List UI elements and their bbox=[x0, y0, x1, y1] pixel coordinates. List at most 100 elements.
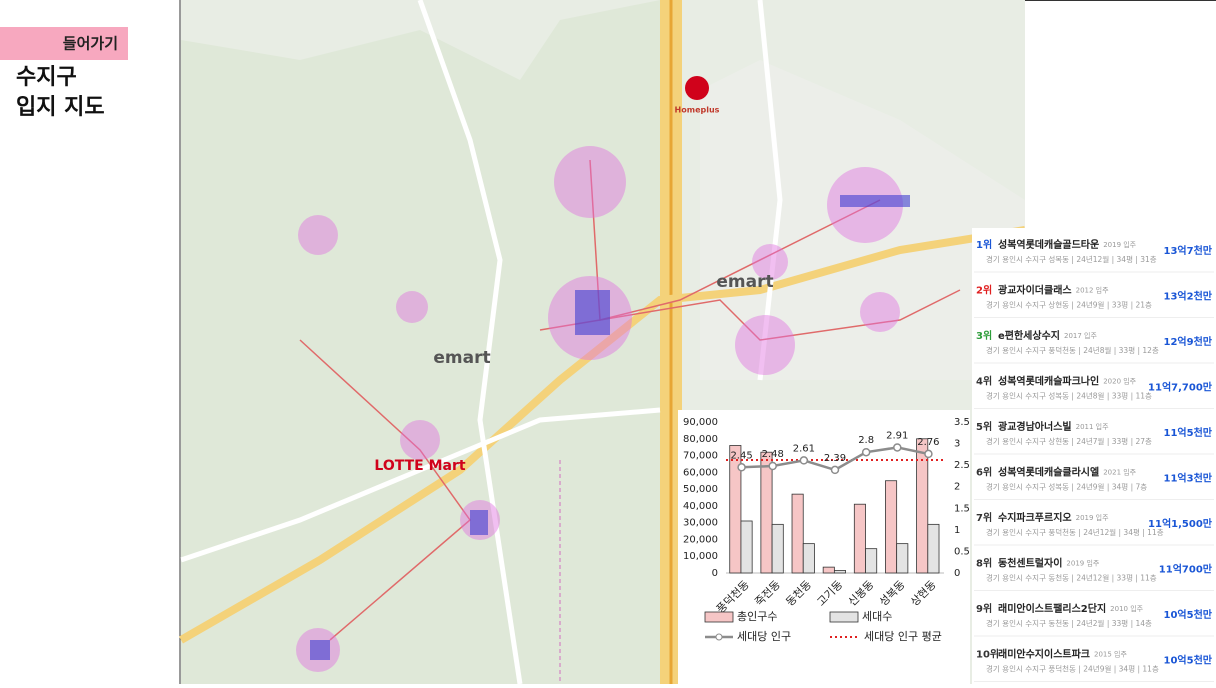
apt-year: 2015 입주 bbox=[1094, 651, 1127, 659]
rank: 8위 bbox=[976, 557, 992, 570]
apt-year: 2021 입주 bbox=[1103, 469, 1136, 477]
apt-detail: 경기 용인시 수지구 동천동 | 24년12월 | 33평 | 11층 bbox=[986, 573, 1157, 583]
data-label: 2.8 bbox=[858, 435, 874, 446]
y-tick-label: 50,000 bbox=[683, 484, 718, 495]
apt-name: 성복역롯데캐슬클라시엘 bbox=[998, 466, 1099, 479]
bar bbox=[740, 520, 753, 574]
y-tick-label: 10,000 bbox=[683, 551, 718, 562]
bar bbox=[771, 523, 784, 574]
apt-year: 2020 입주 bbox=[1103, 378, 1136, 386]
apt-name: 광교경남아너스빌 bbox=[998, 420, 1072, 433]
y2-tick-label: 3.5 bbox=[954, 417, 970, 428]
bar bbox=[833, 570, 846, 574]
y2-tick-label: 3 bbox=[954, 439, 960, 450]
map-label: LOTTE Mart bbox=[374, 458, 465, 474]
line-marker bbox=[861, 447, 871, 457]
legend-label: 세대당 인구 평균 bbox=[864, 630, 942, 643]
bar bbox=[865, 548, 878, 574]
bar bbox=[885, 480, 898, 574]
bar bbox=[916, 438, 929, 574]
apt-name: 래미안수지이스트파크 bbox=[998, 648, 1090, 661]
legend-label: 총인구수 bbox=[737, 610, 777, 623]
apt-name: 래미안이스트팰리스2단지 bbox=[998, 602, 1106, 615]
apt-year: 2019 입주 bbox=[1076, 514, 1109, 522]
legend-swatch bbox=[829, 611, 859, 623]
apt-detail: 경기 용인시 수지구 성복동 | 24년9월 | 34평 | 7층 bbox=[986, 482, 1147, 492]
line-marker bbox=[830, 465, 840, 475]
tag-background bbox=[0, 27, 128, 60]
apt-price: 11억5천만 bbox=[1164, 426, 1213, 439]
apt-detail: 경기 용인시 수지구 풍덕천동 | 24년12월 | 34평 | 11층 bbox=[986, 527, 1164, 537]
apt-name: 성복역롯데캐슬파크나인 bbox=[998, 375, 1099, 388]
legend-label: 세대수 bbox=[862, 610, 892, 623]
map-label: emart bbox=[716, 272, 773, 292]
y-tick-label: 70,000 bbox=[683, 451, 718, 462]
apt-year: 2017 입주 bbox=[1064, 332, 1097, 340]
data-label: 2.39 bbox=[824, 453, 846, 464]
map-label: emart bbox=[433, 348, 490, 368]
apt-price: 11억700만 bbox=[1159, 563, 1213, 576]
bar bbox=[791, 493, 804, 574]
apt-price: 11억1,500만 bbox=[1148, 517, 1213, 530]
apt-price: 10억5천만 bbox=[1164, 654, 1213, 667]
y-tick-label: 80,000 bbox=[683, 434, 718, 445]
y-tick-label: 30,000 bbox=[683, 518, 718, 529]
apt-name: 수지파크푸르지오 bbox=[998, 511, 1072, 524]
rank: 4위 bbox=[976, 375, 992, 388]
data-label: 2.91 bbox=[886, 430, 908, 441]
line-marker bbox=[924, 449, 933, 459]
y2-tick-label: 1.5 bbox=[954, 503, 970, 514]
y2-tick-label: 0.5 bbox=[954, 546, 970, 557]
bar bbox=[802, 543, 815, 574]
apt-name: e편한세상수지 bbox=[998, 329, 1060, 342]
bar bbox=[896, 543, 909, 574]
rank: 1위 bbox=[976, 238, 992, 251]
line-marker bbox=[737, 463, 746, 472]
bar bbox=[760, 451, 773, 574]
y2-tick-label: 2.5 bbox=[954, 460, 970, 471]
apt-detail: 경기 용인시 수지구 풍덕천동 | 24년8월 | 33평 | 12층 bbox=[986, 345, 1159, 355]
y-tick-label: 60,000 bbox=[683, 467, 718, 478]
data-label: 2.45 bbox=[730, 450, 752, 461]
apt-detail: 경기 용인시 수지구 상현동 | 24년7월 | 33평 | 27층 bbox=[986, 436, 1152, 446]
apt-detail: 경기 용인시 수지구 성복동 | 24년12월 | 34평 | 31층 bbox=[986, 254, 1157, 264]
apt-price: 11억3천만 bbox=[1164, 472, 1213, 485]
y-tick-label: 20,000 bbox=[683, 534, 718, 545]
y2-tick-label: 0 bbox=[954, 568, 960, 579]
data-label: 2.61 bbox=[793, 443, 815, 454]
rank: 5위 bbox=[976, 420, 992, 433]
rank: 9위 bbox=[976, 602, 992, 615]
apt-price: 11억7,700만 bbox=[1148, 381, 1213, 394]
apt-year: 2019 입주 bbox=[1066, 560, 1099, 568]
apt-detail: 경기 용인시 수지구 성복동 | 24년8월 | 33평 | 11층 bbox=[986, 391, 1152, 401]
data-label: 2.76 bbox=[917, 437, 939, 448]
apt-name: 광교자이더클래스 bbox=[998, 284, 1072, 297]
bar bbox=[729, 445, 742, 574]
apt-price: 13억7천만 bbox=[1164, 244, 1213, 257]
apt-year: 2012 입주 bbox=[1076, 287, 1109, 295]
rank: 10위 bbox=[976, 648, 999, 661]
line-marker bbox=[768, 461, 777, 471]
apt-detail: 경기 용인시 수지구 동천동 | 24년2월 | 33평 | 14층 bbox=[986, 618, 1152, 628]
line-marker bbox=[799, 456, 809, 465]
rank: 2위 bbox=[976, 284, 992, 297]
apt-price: 10억5천만 bbox=[1164, 608, 1213, 621]
apt-year: 2019 입주 bbox=[1103, 241, 1136, 249]
bar bbox=[822, 566, 835, 574]
legend-swatch bbox=[704, 611, 734, 623]
title: 입지 지도 bbox=[16, 95, 105, 120]
bar bbox=[853, 503, 866, 574]
apt-price: 12억9천만 bbox=[1164, 335, 1213, 348]
y-tick-label: 90,000 bbox=[683, 417, 718, 428]
legend-label: 세대당 인구 bbox=[737, 630, 791, 643]
bar bbox=[927, 523, 940, 574]
apt-detail: 경기 용인시 수지구 풍덕천동 | 24년9월 | 34평 | 11층 bbox=[986, 664, 1159, 674]
apt-detail: 경기 용인시 수지구 상현동 | 24년9월 | 33평 | 21층 bbox=[986, 300, 1152, 310]
list-panel bbox=[972, 228, 1216, 684]
y-tick-label: 0 bbox=[712, 568, 718, 579]
line-marker bbox=[893, 443, 902, 452]
y2-tick-label: 2 bbox=[954, 482, 960, 493]
y-tick-label: 40,000 bbox=[683, 501, 718, 512]
